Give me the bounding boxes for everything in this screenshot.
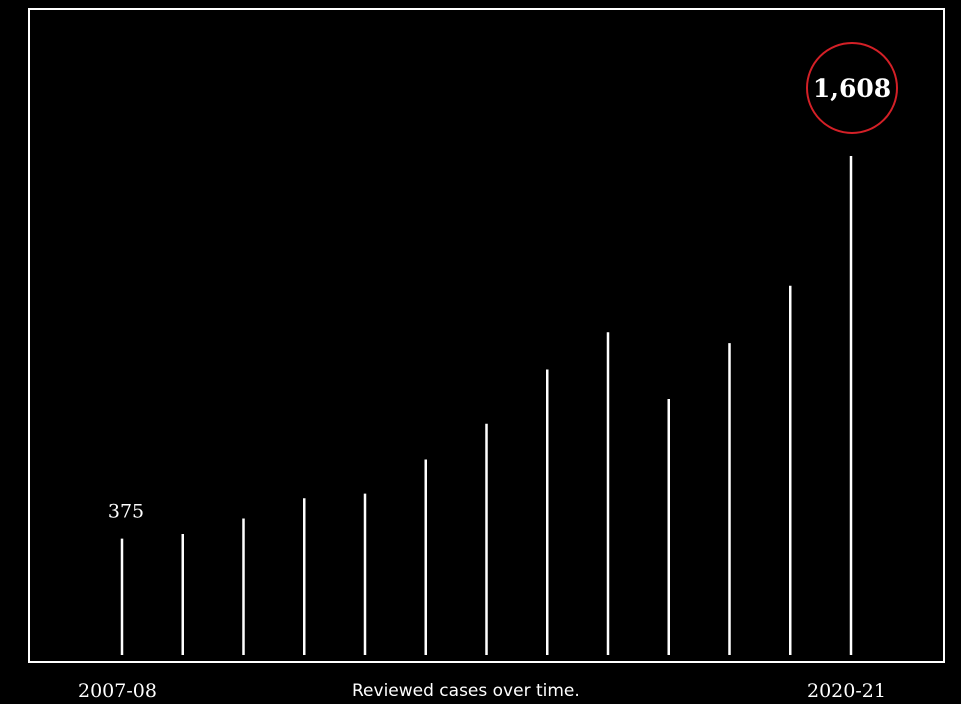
- x-tick-label-first: 2007-08: [78, 680, 157, 702]
- data-label-highlight: 1,608: [813, 74, 891, 103]
- caption-row: 2007-08 Reviewed cases over time. 2020-2…: [0, 680, 961, 704]
- data-label: 375: [108, 501, 144, 523]
- chart-frame: [28, 8, 945, 663]
- value-labels-group: 375 1,608: [108, 42, 898, 523]
- chart-caption: Reviewed cases over time.: [352, 681, 580, 701]
- highlight-circle: [806, 42, 898, 134]
- x-tick-label-last: 2020-21: [807, 680, 886, 702]
- bars-group: [120, 156, 853, 655]
